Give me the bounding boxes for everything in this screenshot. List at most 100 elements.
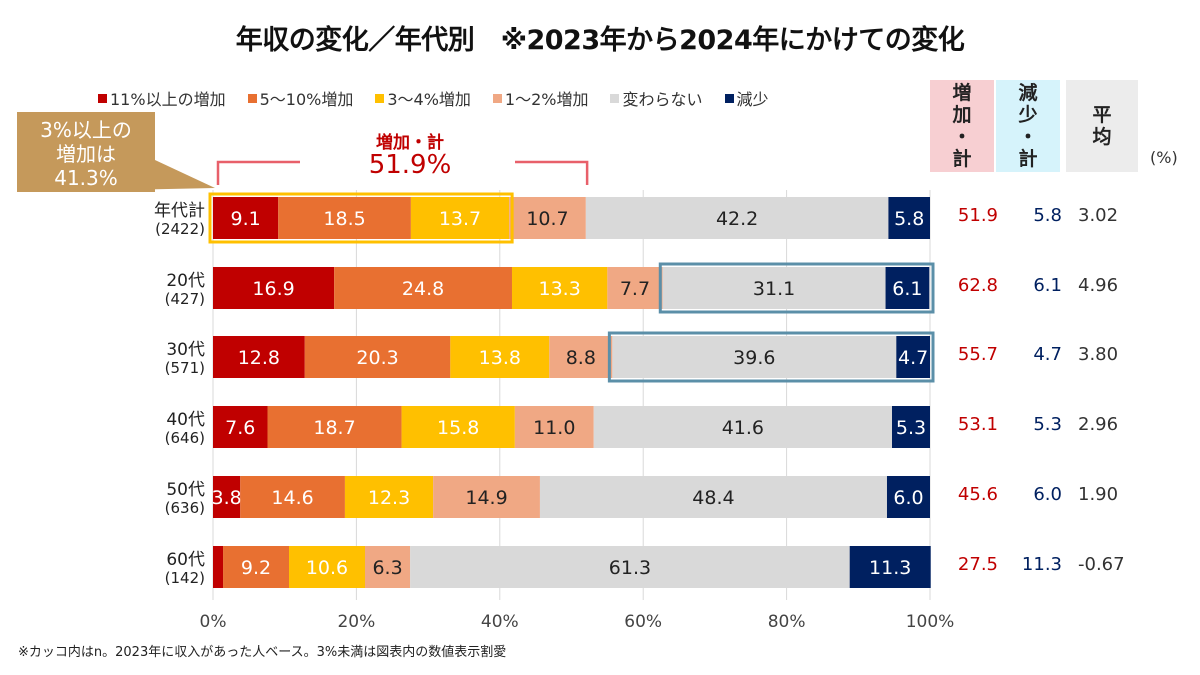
bar-value-label: 5.8 [894, 208, 924, 230]
category-n: (571) [164, 359, 205, 377]
x-tick-label: 80% [767, 612, 806, 632]
bar-segment [593, 406, 892, 448]
column-header-char: 少 [1018, 104, 1038, 126]
column-header-char: ・ [1018, 126, 1038, 148]
bracket-line [216, 160, 589, 185]
bar-segment [334, 267, 512, 309]
column-header-char: 計 [952, 148, 972, 170]
bar-value-label: 18.7 [313, 417, 355, 439]
category-label: 30代 (571) [100, 341, 205, 377]
bar-segment [891, 406, 930, 448]
total-decrease-total: 11.3 [1021, 554, 1062, 575]
unit-label: (%) [1150, 148, 1178, 167]
bar-segment [450, 336, 550, 378]
category-n: (427) [164, 290, 205, 308]
legend-label: 変わらない [622, 90, 703, 109]
column-header-char: ・ [952, 126, 972, 148]
bar-value-label: 6.3 [372, 557, 402, 579]
bar-segment [401, 406, 515, 448]
total-decrease-total: 6.1 [1033, 275, 1062, 296]
bar-segment [511, 267, 608, 309]
bar-value-label: 4.7 [898, 347, 928, 369]
total-average: 2.96 [1078, 414, 1119, 435]
bar-value-label: 9.1 [231, 208, 261, 230]
legend-item: 11%以上の増加 [98, 86, 226, 110]
legend-item: 5～10%増加 [247, 86, 353, 110]
bar-value-label: 5.3 [896, 417, 926, 439]
total-decrease-total: 6.0 [1033, 484, 1062, 505]
category-name: 20代 [166, 271, 205, 291]
x-tick-label: 0% [199, 612, 227, 632]
bar-segment [289, 546, 366, 588]
bar-value-label: 13.7 [439, 208, 481, 230]
category-label: 60代 (142) [100, 551, 205, 587]
bar-segment [213, 476, 241, 518]
bar-value-label: 18.5 [323, 208, 365, 230]
category-label: 年代計 (2422) [100, 202, 205, 238]
total-increase-total: 51.9 [957, 205, 998, 226]
bar-segment [433, 476, 540, 518]
x-tick-label: 40% [480, 612, 519, 632]
callout-box: 3%以上の 増加は 41.3% [17, 112, 155, 192]
bar-segment [223, 546, 290, 588]
legend-label: 11%以上の増加 [110, 90, 226, 109]
category-n: (2422) [155, 220, 205, 238]
total-increase-total: 62.8 [957, 275, 998, 296]
bar-segment [896, 336, 930, 378]
bracket-title: 増加・計 [376, 133, 444, 153]
total-increase-total: 45.6 [957, 484, 998, 505]
total-average: 1.90 [1078, 484, 1119, 505]
total-average: -0.67 [1078, 554, 1125, 575]
bar-value-label: 42.2 [716, 208, 758, 230]
bar-segment [539, 476, 887, 518]
category-n: (636) [164, 499, 205, 517]
total-decrease-total: 5.8 [1033, 205, 1062, 226]
bar-segment [612, 336, 897, 378]
callout-line: 3%以上の [40, 118, 132, 142]
category-name: 年代計 [154, 201, 205, 221]
bar-segment [304, 336, 451, 378]
bar-value-label: 7.6 [225, 417, 255, 439]
category-n: (646) [164, 429, 205, 447]
total-average: 4.96 [1078, 275, 1119, 296]
bar-value-label: 10.7 [526, 208, 568, 230]
bar-segment [885, 267, 930, 309]
x-tick-label: 20% [337, 612, 376, 632]
bar-segment [886, 476, 930, 518]
bar-segment [849, 546, 931, 588]
column-header-char: 均 [1092, 126, 1112, 148]
bar-value-label: 48.4 [692, 487, 734, 509]
legend-swatch [247, 93, 257, 103]
bar-value-label: 14.9 [465, 487, 507, 509]
total-increase-total: 27.5 [957, 554, 998, 575]
bar-segment [585, 197, 889, 239]
bar-segment [410, 197, 510, 239]
legend-label: 1～2%増加 [504, 90, 589, 109]
bar-segment [240, 476, 345, 518]
callout-line: 増加は [56, 142, 116, 166]
bar-value-label: 8.8 [566, 347, 596, 369]
category-label: 20代 (427) [100, 272, 205, 308]
category-n: (142) [164, 569, 205, 587]
category-label: 40代 (646) [100, 411, 205, 447]
legend-swatch [724, 93, 734, 103]
x-tick-label: 60% [624, 612, 663, 632]
column-header-char: 減 [1018, 82, 1038, 104]
bar-segment [344, 476, 434, 518]
bar-value-label: 41.6 [722, 417, 764, 439]
bar-value-label: 24.8 [402, 278, 444, 300]
bar-value-label: 31.1 [753, 278, 795, 300]
category-name: 60代 [166, 550, 205, 570]
legend-swatch [375, 93, 385, 103]
bar-value-label: 9.2 [241, 557, 271, 579]
column-header-char: 加 [952, 104, 972, 126]
bar-segment [267, 406, 402, 448]
bar-value-label: 12.3 [368, 487, 410, 509]
legend-swatch [98, 93, 107, 103]
bar-value-label: 3.8 [212, 487, 242, 509]
total-decrease-total: 4.7 [1033, 344, 1062, 365]
bar-segment [365, 546, 411, 588]
bar-value-label: 14.6 [271, 487, 313, 509]
bar-segment [514, 406, 594, 448]
bar-value-label: 13.8 [479, 347, 521, 369]
